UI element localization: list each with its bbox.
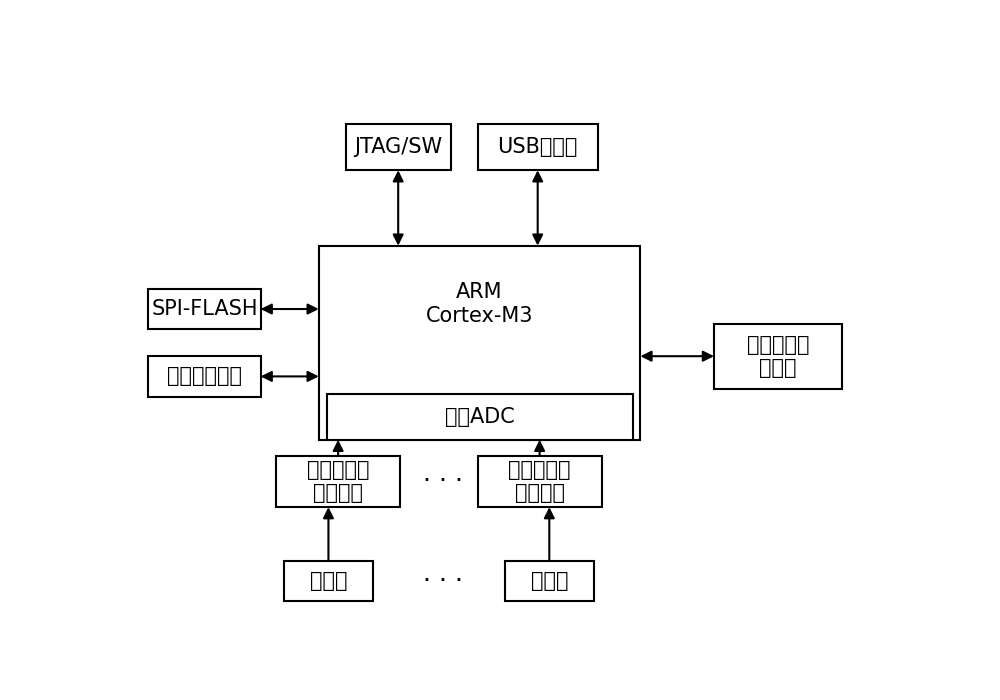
Text: 人机交互界
面装置: 人机交互界 面装置 (747, 335, 809, 378)
Bar (148, 289, 261, 329)
Text: 传感器: 传感器 (310, 571, 347, 592)
Text: 传感器: 传感器 (531, 571, 568, 592)
Bar (714, 324, 842, 389)
Text: USB转串口: USB转串口 (498, 137, 578, 158)
Bar (478, 456, 602, 507)
Bar (284, 561, 373, 601)
Text: ARM
Cortex-M3: ARM Cortex-M3 (426, 282, 533, 326)
Bar (505, 561, 594, 601)
Bar (276, 456, 400, 507)
Bar (478, 125, 598, 170)
Bar (346, 125, 450, 170)
Text: · · ·: · · · (423, 570, 463, 594)
Text: · · ·: · · · (423, 469, 463, 493)
Bar (319, 246, 640, 440)
Text: 放大模块的
调理电路: 放大模块的 调理电路 (307, 460, 369, 503)
Bar (326, 394, 633, 440)
Text: 数据存储系统: 数据存储系统 (167, 366, 242, 386)
Text: JTAG/SW: JTAG/SW (354, 137, 442, 158)
Text: 衰减模块的
调理电路: 衰减模块的 调理电路 (508, 460, 571, 503)
Text: 内置ADC: 内置ADC (445, 407, 514, 427)
Bar (148, 356, 261, 397)
Text: SPI-FLASH: SPI-FLASH (151, 299, 258, 319)
